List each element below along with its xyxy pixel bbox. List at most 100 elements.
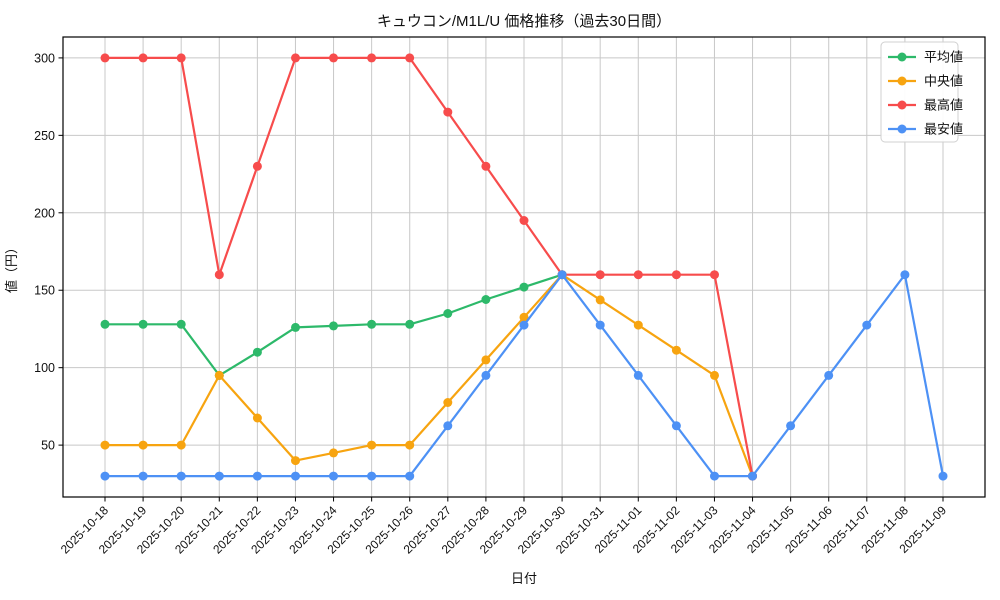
data-point-min <box>671 421 681 431</box>
legend-item-min: 最安値 <box>888 122 963 137</box>
x-axis-label: 日付 <box>511 571 537 586</box>
data-point-min <box>329 471 338 481</box>
chart-title: キュウコン/M1L/U 価格推移（過去30日間） <box>377 13 671 30</box>
data-point-median <box>176 440 186 450</box>
data-point-min <box>138 471 148 481</box>
data-point-min <box>557 270 567 280</box>
data-point-median <box>367 440 377 450</box>
data-point-median <box>595 295 605 305</box>
y-tick-label: 250 <box>34 129 55 143</box>
legend-label: 中央値 <box>924 74 963 89</box>
legend-label: 平均値 <box>924 50 963 65</box>
series-min <box>100 270 948 481</box>
data-point-median <box>291 456 300 466</box>
data-point-min <box>443 421 453 431</box>
data-point-median <box>671 345 681 355</box>
data-point-median <box>138 440 148 450</box>
data-point-median <box>481 355 491 365</box>
data-point-max <box>519 216 529 225</box>
data-point-max <box>138 53 148 63</box>
data-point-average <box>405 319 415 329</box>
data-point-max <box>595 270 605 280</box>
legend-marker-dot <box>897 76 907 86</box>
data-point-max <box>291 53 300 63</box>
data-point-min <box>862 320 872 330</box>
legend-marker-dot <box>897 124 907 134</box>
data-point-max <box>405 53 415 63</box>
data-point-average <box>176 319 186 329</box>
data-point-average <box>329 321 338 331</box>
data-point-max <box>252 161 262 171</box>
data-point-min <box>938 471 948 481</box>
data-point-median <box>214 370 224 380</box>
data-point-median <box>100 440 110 450</box>
data-point-max <box>214 270 224 280</box>
series-line-median <box>105 273 754 477</box>
data-point-median <box>519 312 529 322</box>
data-point-median <box>633 320 643 330</box>
data-point-min <box>748 471 757 481</box>
data-point-min <box>481 370 491 380</box>
data-point-max <box>367 53 377 63</box>
data-point-average <box>291 322 300 332</box>
gridlines <box>63 37 985 497</box>
data-point-max <box>671 270 681 280</box>
data-point-min <box>176 471 186 481</box>
legend-label: 最高値 <box>924 98 963 113</box>
data-point-min <box>900 270 910 280</box>
data-point-max <box>443 107 453 117</box>
series-average <box>100 270 567 380</box>
data-point-median <box>329 448 338 458</box>
data-point-min <box>824 370 834 380</box>
data-point-min <box>633 370 643 380</box>
data-point-max <box>176 53 186 63</box>
data-point-average <box>443 309 453 318</box>
y-tick-label: 50 <box>41 439 55 453</box>
data-point-average <box>481 295 491 304</box>
series-line-max <box>105 56 754 477</box>
data-point-max <box>710 270 719 280</box>
legend-item-average: 平均値 <box>888 50 963 65</box>
data-point-median <box>405 440 415 450</box>
data-point-median <box>252 413 262 423</box>
data-point-average <box>367 319 377 329</box>
y-tick-label: 300 <box>34 51 55 65</box>
data-point-average <box>519 282 529 292</box>
data-point-min <box>786 421 796 431</box>
data-point-median <box>443 398 453 407</box>
data-point-min <box>519 320 529 330</box>
data-point-min <box>367 471 377 481</box>
data-point-max <box>100 53 110 63</box>
data-point-max <box>633 270 643 280</box>
data-point-median <box>710 370 719 380</box>
legend-box <box>880 41 959 143</box>
y-tick-label: 100 <box>34 361 55 375</box>
y-axis-label: 値（円） <box>4 241 19 293</box>
data-point-min <box>710 471 719 481</box>
legend-marker-dot <box>897 100 907 110</box>
data-point-max <box>329 53 338 63</box>
data-point-min <box>595 320 605 330</box>
legend-item-median: 中央値 <box>888 74 963 89</box>
data-point-average <box>138 319 148 329</box>
data-point-average <box>252 347 262 357</box>
data-point-min <box>214 471 224 481</box>
legend-label: 最安値 <box>924 122 963 137</box>
data-point-max <box>481 161 491 171</box>
y-axis: 50 100 150 200 250 300 <box>34 51 63 453</box>
y-tick-label: 200 <box>34 206 55 220</box>
data-point-min <box>405 471 415 481</box>
data-point-average <box>100 319 110 329</box>
data-point-min <box>252 471 262 481</box>
series-median <box>100 270 757 481</box>
legend-marker-dot <box>897 52 907 62</box>
legend-item-max: 最高値 <box>888 98 963 113</box>
data-point-min <box>100 471 110 481</box>
data-point-min <box>291 471 300 481</box>
y-tick-label: 150 <box>34 284 55 298</box>
